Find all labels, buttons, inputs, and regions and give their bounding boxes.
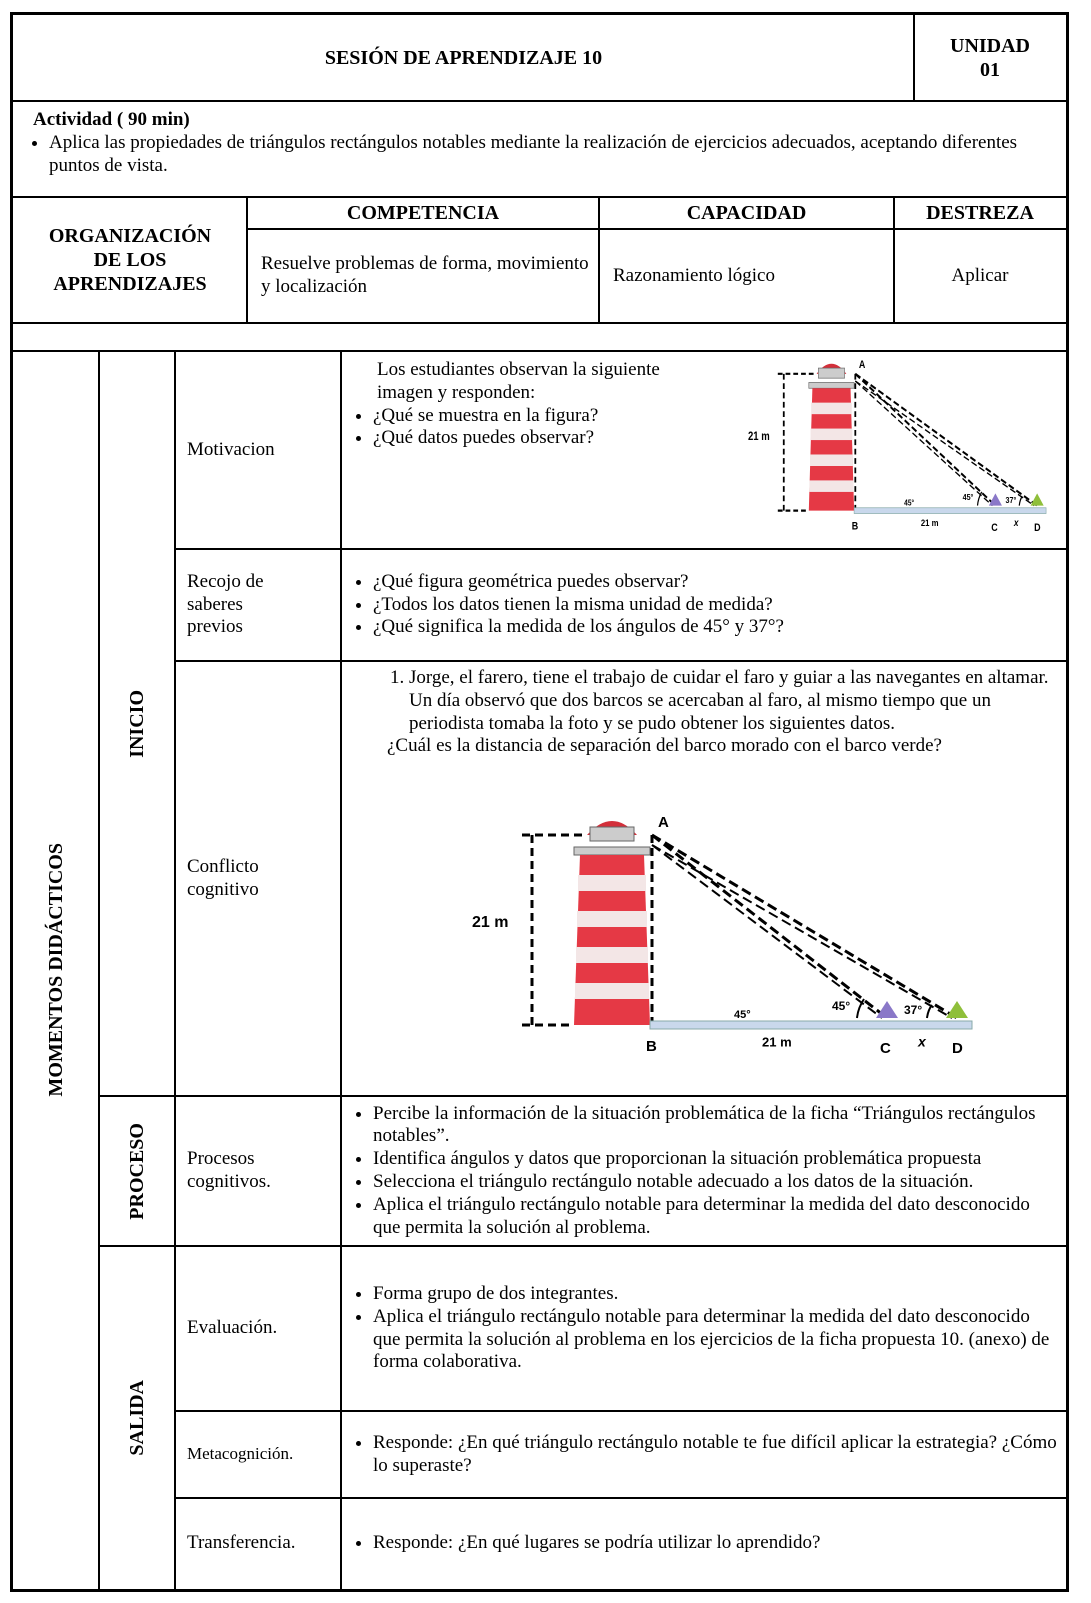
row-label: Conflicto cognitivo <box>174 660 342 1097</box>
org-label: ORGANIZACIÓN DE LOS APRENDIZAJES <box>10 196 248 324</box>
intro: Los estudiantes observan la siguiente im… <box>355 359 685 405</box>
fig-label: 37° <box>1006 495 1017 505</box>
row-label-text: Evaluación. <box>187 1317 277 1340</box>
row-label: Evaluación. <box>174 1245 342 1412</box>
content-cell: Responde: ¿En qué lugares se podría util… <box>340 1497 1069 1592</box>
fig-label: x <box>1013 518 1019 529</box>
bullet: Identifica ángulos y datos que proporcio… <box>373 1148 1058 1171</box>
fig-label: D <box>1034 522 1040 534</box>
activity-title: Actividad ( 90 min) <box>33 109 190 132</box>
org-label-text: ORGANIZACIÓN DE LOS APRENDIZAJES <box>33 224 227 296</box>
value-text: Aplicar <box>952 265 1009 288</box>
unit: 01 <box>980 58 1000 82</box>
header-text: COMPETENCIA <box>347 201 499 225</box>
fig-label: 45° <box>963 492 974 502</box>
question: ¿Cuál es la distancia de separación del … <box>347 735 942 758</box>
moments-label: MOMENTOS DIDÁCTICOS <box>10 350 100 1592</box>
bullet: Forma grupo de dos integrantes. <box>373 1283 1058 1306</box>
lighthouse-figure: 21 m A B C D 45° 37° 45° 21 m x <box>472 812 992 1064</box>
bullet: ¿Qué datos puedes observar? <box>373 427 685 450</box>
content-cell: Forma grupo de dos integrantes.Aplica el… <box>340 1245 1069 1412</box>
row-label-text: Recojo de saberes previos <box>187 571 287 639</box>
content-cell: Percibe la información de la situación p… <box>340 1095 1069 1247</box>
row-label: Procesos cognitivos. <box>174 1095 342 1247</box>
unit: UNIDAD <box>950 34 1030 58</box>
activity-item: Aplica las propiedades de triángulos rec… <box>49 132 1056 178</box>
bullet: Aplica el triángulo rectángulo notable p… <box>373 1306 1058 1374</box>
fig-label: 45° <box>904 498 914 508</box>
org-value: Razonamiento lógico <box>598 228 895 324</box>
numbered-item: Jorge, el farero, tiene el trabajo de cu… <box>409 667 1060 735</box>
row-label-text: Transferencia. <box>187 1532 296 1555</box>
header-text: CAPACIDAD <box>687 201 807 225</box>
phase-cell: SALIDA <box>98 1245 176 1592</box>
row-label-text: Motivacion <box>187 439 275 462</box>
lighthouse-drawing <box>778 364 1046 514</box>
phase-name: SALIDA <box>125 1380 149 1456</box>
org-value: Aplicar <box>893 228 1069 324</box>
row-label: Metacognición. <box>174 1410 342 1499</box>
bullet: ¿Qué figura geométrica puedes observar? <box>373 571 784 594</box>
fig-label: B <box>646 1038 657 1055</box>
fig-label: B <box>852 521 858 533</box>
org-header: DESTREZA <box>893 196 1069 230</box>
fig-label: 21 m <box>762 1034 792 1049</box>
fig-label: 21 m <box>472 914 508 931</box>
org-header: COMPETENCIA <box>246 196 600 230</box>
row-label: Recojo de saberes previos <box>174 548 342 662</box>
org-value: Resuelve problemas de forma, movimiento … <box>246 228 600 324</box>
fig-label: 21 m <box>748 430 770 443</box>
fig-label: C <box>991 522 997 534</box>
row-label: Transferencia. <box>174 1497 342 1592</box>
row-label-text: Conflicto cognitivo <box>187 856 287 902</box>
spacer-row <box>10 322 1069 352</box>
activity-cell: Actividad ( 90 min) Aplica las propiedad… <box>10 100 1069 198</box>
fig-label: 37° <box>904 1003 922 1017</box>
phase-name: PROCESO <box>125 1123 149 1220</box>
fig-label: A <box>658 814 669 831</box>
bullet: Aplica el triángulo rectángulo notable p… <box>373 1194 1058 1240</box>
fig-label: 21 m <box>921 517 939 528</box>
fig-label: A <box>859 359 865 371</box>
fig-label: 45° <box>734 1009 751 1021</box>
bullet: Selecciona el triángulo rectángulo notab… <box>373 1171 1058 1194</box>
row-label-text: Metacognición. <box>187 1444 293 1464</box>
title-cell: SESIÓN DE APRENDIZAJE 10 <box>10 12 915 102</box>
value-text: Razonamiento lógico <box>613 265 775 288</box>
moments-text: MOMENTOS DIDÁCTICOS <box>44 843 68 1097</box>
header-text: DESTREZA <box>926 201 1034 225</box>
value-text: Resuelve problemas de forma, movimiento … <box>261 253 599 299</box>
bullet: Percibe la información de la situación p… <box>373 1103 1058 1149</box>
page: { "header": {"title": "SESIÓN DE APRENDI… <box>0 0 1091 1603</box>
phase-name: INICIO <box>125 690 149 758</box>
bullet: Responde: ¿En qué triángulo rectángulo n… <box>373 1432 1058 1478</box>
org-header: CAPACIDAD <box>598 196 895 230</box>
content-cell: Responde: ¿En qué triángulo rectángulo n… <box>340 1410 1069 1499</box>
fig-label: x <box>917 1034 927 1050</box>
bullet: ¿Todos los datos tienen la misma unidad … <box>373 594 784 617</box>
row-label-text: Procesos cognitivos. <box>187 1148 297 1194</box>
fig-label: C <box>880 1040 891 1057</box>
title: SESIÓN DE APRENDIZAJE 10 <box>325 46 602 70</box>
phase-cell: INICIO <box>98 350 176 1097</box>
content-cell: ¿Qué figura geométrica puedes observar?¿… <box>340 548 1069 662</box>
bullet: ¿Qué significa la medida de los ángulos … <box>373 616 784 639</box>
bullet: ¿Qué se muestra en la figura? <box>373 405 685 428</box>
fig-label: 45° <box>832 999 850 1013</box>
fig-label: D <box>952 1040 963 1057</box>
bullet: Responde: ¿En qué lugares se podría util… <box>373 1532 820 1555</box>
row-label: Motivacion <box>174 350 342 550</box>
phase-cell: PROCESO <box>98 1095 176 1247</box>
lighthouse-figure: 21 m A B C D 45° 37° 45° 21 m x <box>748 358 1058 538</box>
